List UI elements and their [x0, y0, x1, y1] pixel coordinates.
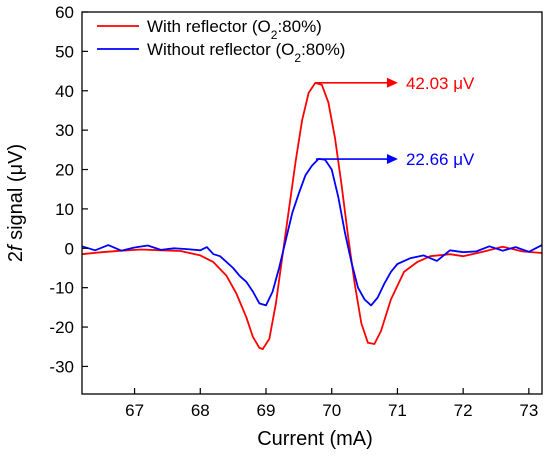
x-tick-label: 70 — [322, 401, 341, 420]
legend-label-1: With reflector (O2:80%) — [147, 17, 322, 42]
x-tick-label: 71 — [388, 401, 407, 420]
y-axis-title-text: 2f signal (μV) — [5, 144, 27, 262]
y-tick-label: 10 — [55, 200, 74, 219]
x-tick-label: 67 — [125, 401, 144, 420]
y-tick-label: 20 — [55, 161, 74, 180]
x-axis-title: Current (mA) — [257, 428, 373, 450]
annotation-label-2: 22.66 μV — [406, 150, 475, 169]
annotation-label-1: 42.03 μV — [406, 74, 475, 93]
y-tick-label: -20 — [49, 318, 74, 337]
series-line-1 — [81, 82, 543, 350]
y-tick-label: 30 — [55, 121, 74, 140]
x-tick-label: 69 — [257, 401, 276, 420]
x-tick-label: 73 — [519, 401, 538, 420]
plot-area: 67 68 69 70 71 72 73 -30 -20 -10 0 10 20 30 40 50 60 With… — [49, 3, 543, 420]
y-tick-label: -10 — [49, 279, 74, 298]
y-tick-label: -30 — [49, 357, 74, 376]
axes-frame — [81, 11, 543, 395]
y-tick-label: 0 — [65, 239, 74, 258]
annotation-arrowhead-2 — [386, 154, 398, 165]
y-axis-title: 2f signal (μV) — [5, 144, 27, 262]
annotation-arrowhead-1 — [386, 77, 398, 88]
series-line-2 — [81, 158, 543, 307]
x-tick-label: 72 — [454, 401, 473, 420]
x-tick-label: 68 — [191, 401, 210, 420]
legend-label-2: Without reflector (O2:80%) — [147, 40, 345, 65]
y-tick-label: 40 — [55, 82, 74, 101]
y-tick-label: 60 — [55, 3, 74, 22]
y-tick-label: 50 — [55, 42, 74, 61]
